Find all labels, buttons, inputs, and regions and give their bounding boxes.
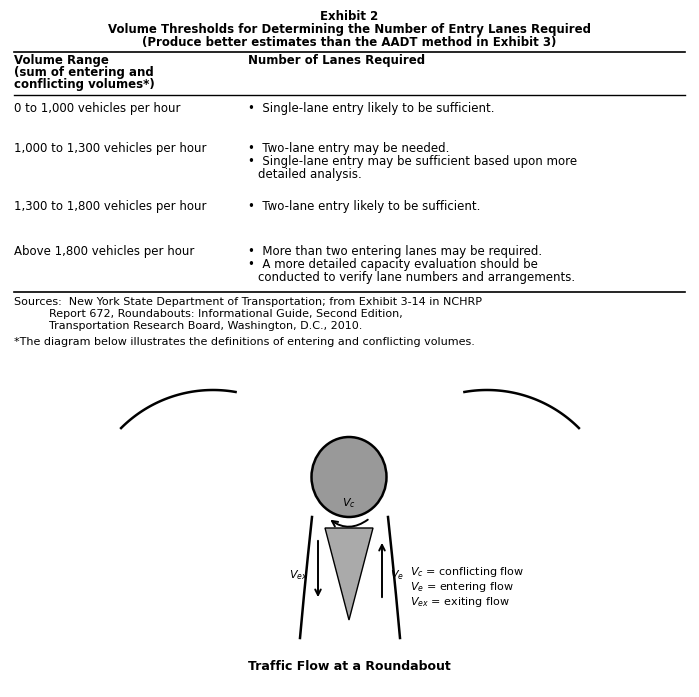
Text: *The diagram below illustrates the definitions of entering and conflicting volum: *The diagram below illustrates the defin… [14,337,475,347]
Text: •  More than two entering lanes may be required.: • More than two entering lanes may be re… [248,245,542,258]
Text: Report 672, Roundabouts: Informational Guide, Second Edition,: Report 672, Roundabouts: Informational G… [14,309,403,319]
Text: •  Two-lane entry may be needed.: • Two-lane entry may be needed. [248,142,449,155]
Text: Transportation Research Board, Washington, D.C., 2010.: Transportation Research Board, Washingto… [14,321,362,331]
Text: 1,000 to 1,300 vehicles per hour: 1,000 to 1,300 vehicles per hour [14,142,206,155]
Text: (Produce better estimates than the AADT method in Exhibit 3): (Produce better estimates than the AADT … [143,36,556,49]
Text: 0 to 1,000 vehicles per hour: 0 to 1,000 vehicles per hour [14,102,180,115]
Text: Above 1,800 vehicles per hour: Above 1,800 vehicles per hour [14,245,194,258]
Text: Traffic Flow at a Roundabout: Traffic Flow at a Roundabout [248,660,451,673]
Text: 1,300 to 1,800 vehicles per hour: 1,300 to 1,800 vehicles per hour [14,200,206,213]
Text: $V_c$: $V_c$ [342,496,356,510]
FancyArrowPatch shape [380,545,384,597]
Text: $V_c$ = conflicting flow: $V_c$ = conflicting flow [410,565,524,579]
Text: conducted to verify lane numbers and arrangements.: conducted to verify lane numbers and arr… [258,271,575,284]
FancyArrowPatch shape [315,541,321,595]
FancyArrowPatch shape [332,520,368,527]
Text: detailed analysis.: detailed analysis. [258,168,362,181]
Polygon shape [325,528,373,620]
Text: Volume Thresholds for Determining the Number of Entry Lanes Required: Volume Thresholds for Determining the Nu… [108,23,591,36]
Text: Number of Lanes Required: Number of Lanes Required [248,54,425,67]
Text: •  Two-lane entry likely to be sufficient.: • Two-lane entry likely to be sufficient… [248,200,480,213]
Text: •  Single-lane entry likely to be sufficient.: • Single-lane entry likely to be suffici… [248,102,494,115]
Text: $V_e$: $V_e$ [390,568,404,582]
Text: $V_{ex}$: $V_{ex}$ [289,568,308,582]
Text: Volume Range: Volume Range [14,54,109,67]
Text: •  A more detailed capacity evaluation should be: • A more detailed capacity evaluation sh… [248,258,538,271]
Text: Sources:  New York State Department of Transportation; from Exhibit 3-14 in NCHR: Sources: New York State Department of Tr… [14,297,482,307]
Text: conflicting volumes*): conflicting volumes*) [14,78,154,91]
Text: •  Single-lane entry may be sufficient based upon more: • Single-lane entry may be sufficient ba… [248,155,577,168]
Ellipse shape [312,437,387,517]
Text: $V_{ex}$ = exiting flow: $V_{ex}$ = exiting flow [410,595,510,609]
Text: Exhibit 2: Exhibit 2 [320,10,379,23]
Text: $V_e$ = entering flow: $V_e$ = entering flow [410,580,514,594]
Text: (sum of entering and: (sum of entering and [14,66,154,79]
